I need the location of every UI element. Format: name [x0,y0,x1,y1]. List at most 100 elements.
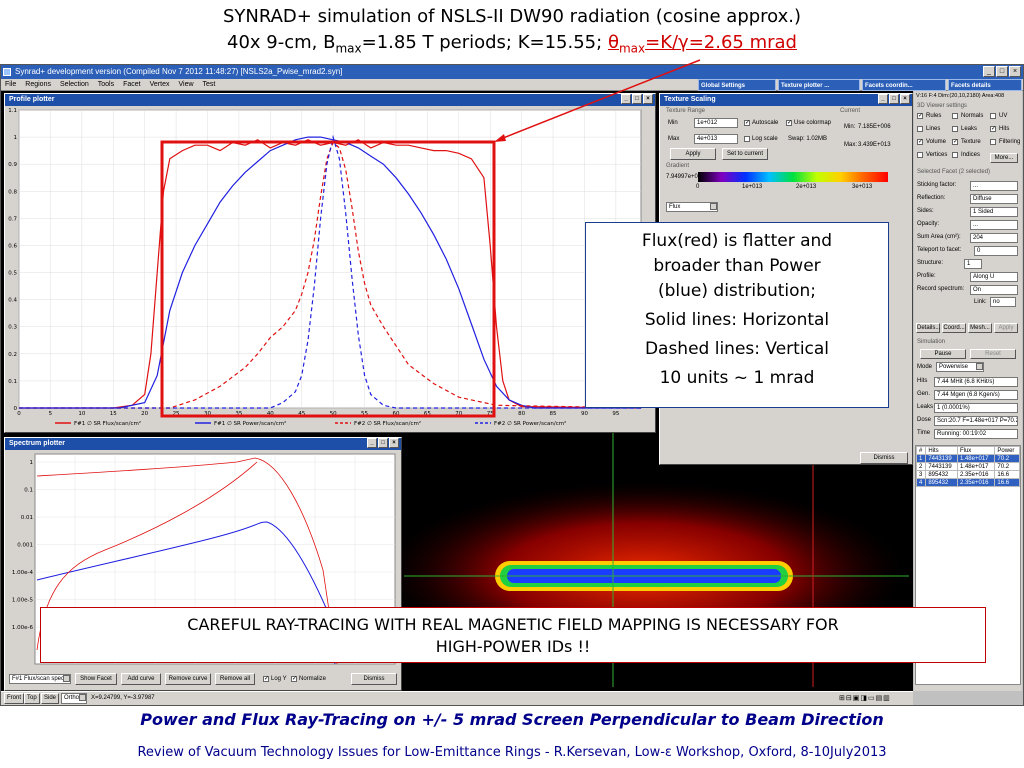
close-icon[interactable]: × [389,438,399,448]
texture-dismiss-button[interactable]: Dismiss [860,452,908,464]
viewer-check-label: Volume [926,139,947,145]
viewer-check-rules[interactable]: ✓ [917,113,924,119]
menu-item-regions[interactable]: Regions [25,81,51,88]
menu-item-file[interactable]: File [5,81,17,88]
more-button[interactable]: More... [990,153,1018,163]
menu-item-view[interactable]: View [178,81,194,88]
table-row[interactable]: 4 895432 2.35e+016 16.6 [915,478,1020,487]
spectrum-y-tick: 0.001 [17,543,33,549]
add-curve-button[interactable]: Add curve [121,673,161,685]
mesh-button[interactable]: Mesh... [968,323,992,333]
maximize-icon[interactable]: □ [996,66,1008,77]
table-row[interactable]: 2 7443139 1.48e+017 70.2 [915,462,1020,471]
reset-button[interactable]: Reset [970,349,1016,359]
min-input[interactable]: 1e+012 [694,118,738,128]
maximize-icon[interactable]: □ [378,438,388,448]
viewer-check-filtering[interactable] [990,139,996,145]
apply-facet-button[interactable]: Apply [994,323,1018,333]
table-cell: 1.48e+017 [956,454,996,463]
title-theta-max: θmax=K/γ=2.65 mrad [608,32,797,56]
footer: Review of Vacuum Technology Issues for L… [137,745,887,760]
autoscale-checkbox[interactable]: ✓ [744,120,751,126]
view-top-tab[interactable]: Top [24,693,40,704]
chevron-down-icon[interactable] [79,694,86,701]
maximize-icon[interactable]: □ [889,94,899,104]
viewer-check-texture[interactable]: ✓ [952,139,959,145]
projection-select[interactable]: Ortho [61,693,87,704]
viewer-check-normals[interactable] [952,113,958,119]
menu-item-tools[interactable]: Tools [97,81,115,88]
profile-x-tick: 0 [17,411,21,417]
viewer-check-hits[interactable]: ✓ [990,126,997,132]
log-scale-checkbox[interactable] [744,136,750,142]
table-cell: 1 [915,454,927,463]
apply-button[interactable]: Apply [670,148,716,160]
remove-all-button[interactable]: Remove all [215,673,255,685]
link-input[interactable]: no [990,297,1016,307]
quantity-select[interactable]: Flux [666,202,718,212]
close-icon[interactable]: × [643,94,653,104]
minimize-icon[interactable]: _ [878,94,888,104]
maximize-icon[interactable]: □ [632,94,642,104]
details-button[interactable]: Details... [916,323,941,333]
remove-curve-button[interactable]: Remove curve [165,673,211,685]
menu-item-selection[interactable]: Selection [59,81,89,88]
facets-coordinates-button[interactable]: Facets coordin... [862,79,946,91]
set-to-current-button[interactable]: Set to current [722,148,768,160]
facet-field-value[interactable]: Diffuse [970,194,1018,204]
close-icon[interactable]: × [900,94,910,104]
table-header-cell[interactable]: Flux [956,446,996,455]
view-side-tab[interactable]: Side [41,693,60,704]
chevron-down-icon[interactable] [63,675,70,682]
log-y-checkbox[interactable]: ✓ [263,676,270,682]
table-header-cell[interactable]: Hits [925,446,958,455]
facets-details-button[interactable]: Facets details [948,79,1022,91]
chevron-down-icon[interactable] [710,203,717,210]
close-icon[interactable]: × [1009,66,1021,77]
global-settings-button[interactable]: Global Settings [698,79,776,91]
table-row[interactable]: 1 7443139 1.48e+017 70.2 [915,454,1020,463]
texture-plotter-button[interactable]: Texture plotter ... [778,79,860,91]
facet-field-value[interactable]: 1 [964,259,982,269]
table-row[interactable]: 3 895432 2.35e+016 16.6 [915,470,1020,479]
spectrum-dismiss-button[interactable]: Dismiss [351,673,397,685]
table-header-cell[interactable]: # [915,446,927,455]
viewer-check-lines[interactable] [917,126,923,132]
viewer-check-uv[interactable] [990,113,996,119]
facet-field-value[interactable]: ... [970,181,1018,191]
coord-button[interactable]: Coord... [942,323,966,333]
facet-field-value[interactable]: ... [970,220,1018,230]
minimize-icon[interactable]: _ [621,94,631,104]
viewer-check-volume[interactable]: ✓ [917,139,924,145]
title-mid: =1.85 T periods; K=15.55; [361,32,603,53]
facet-field-value[interactable]: 0 [974,246,1018,256]
table-header-cell[interactable]: Power [994,446,1020,455]
texture-range-group: Texture Range [666,108,706,114]
use-colormap-checkbox[interactable]: ✓ [786,120,793,126]
menu-item-test[interactable]: Test [202,81,216,88]
normalize-checkbox[interactable]: ✓ [291,676,298,682]
minimize-icon[interactable]: _ [367,438,377,448]
facet-field-value[interactable]: Along U [970,272,1018,282]
mode-select[interactable]: Powerwise [936,362,984,372]
pause-button[interactable]: Pause [920,349,966,359]
facet-field-value[interactable]: 204 [970,233,1018,243]
legend-label-4: F#2 ∅ SR Power/scan/cm² [494,420,566,427]
slide-title-line2: 40x 9-cm, Bmax=1.85 T periods; K=15.55; … [0,32,1024,56]
facet-field-value[interactable]: On [970,285,1018,295]
chevron-down-icon[interactable] [976,363,983,370]
viewer-check-vertices[interactable] [917,152,923,158]
view-toolbar-icons[interactable]: ⊞⊟▣◨▭▤▥ [839,695,891,702]
viewer-check-indices[interactable] [952,152,958,158]
facet-spectrum-select[interactable]: F#1 Flux/scan spect [9,674,71,684]
max-input[interactable]: 4e+013 [694,134,738,144]
menu-item-facet[interactable]: Facet [123,81,141,88]
title-prefix: 40x 9-cm, B [227,32,336,53]
show-facet-button[interactable]: Show Facet [75,673,117,685]
flux-annotation-line-1: Flux(red) is flatter and [641,231,833,251]
facet-field-value[interactable]: 1 Sided [970,207,1018,217]
minimize-icon[interactable]: _ [983,66,995,77]
viewer-check-leaks[interactable] [952,126,958,132]
menu-item-vertex[interactable]: Vertex [149,81,170,88]
view-front-tab[interactable]: Front [4,693,25,704]
